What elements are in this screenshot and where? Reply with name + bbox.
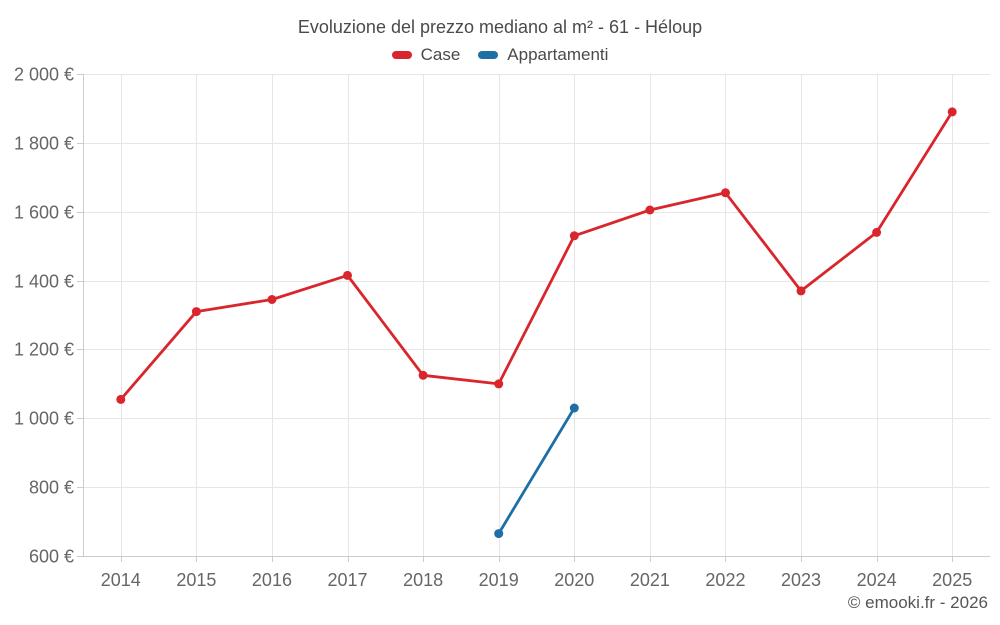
data-point-appartamenti-2020[interactable] — [569, 403, 579, 413]
data-point-case-2018[interactable] — [418, 370, 428, 380]
x-axis-label: 2015 — [176, 570, 216, 590]
legend: Case Appartamenti — [0, 45, 1000, 65]
legend-swatch-appartamenti — [478, 51, 499, 59]
data-point-case-2022[interactable] — [721, 188, 730, 198]
data-point-case-2017[interactable] — [343, 270, 352, 280]
x-axis-label: 2025 — [932, 570, 972, 590]
legend-item-case[interactable]: Case — [391, 45, 461, 65]
y-axis-label: 2 000 € — [14, 64, 74, 84]
x-axis-label: 2021 — [630, 570, 670, 590]
data-point-case-2015[interactable] — [191, 307, 201, 317]
legend-swatch-case — [391, 51, 412, 59]
legend-label-case: Case — [420, 45, 461, 64]
data-point-case-2016[interactable] — [267, 295, 277, 304]
legend-label-appartamenti: Appartamenti — [507, 45, 609, 64]
data-point-case-2023[interactable] — [796, 286, 806, 296]
legend-item-appartamenti[interactable]: Appartamenti — [478, 45, 608, 65]
x-axis-label: 2017 — [328, 570, 368, 590]
data-point-appartamenti-2019[interactable] — [494, 529, 504, 539]
data-point-case-2019[interactable] — [494, 379, 504, 389]
series-line-appartamenti — [497, 406, 576, 535]
y-axis-label: 1 200 € — [14, 339, 74, 359]
y-axis-label: 1 000 € — [14, 408, 74, 428]
y-axis-label: 1 400 € — [14, 271, 74, 291]
series-line-case — [119, 110, 954, 401]
x-axis-label: 2014 — [101, 570, 141, 590]
data-point-case-2014[interactable] — [116, 394, 126, 404]
copyright-text: © emooki.fr - 2026 — [847, 593, 988, 612]
x-axis-label: 2018 — [403, 570, 443, 590]
x-axis-label: 2022 — [705, 570, 745, 590]
data-point-case-2025[interactable] — [947, 107, 957, 117]
y-axis-label: 800 € — [29, 477, 74, 497]
data-point-case-2020[interactable] — [569, 231, 579, 241]
data-point-case-2021[interactable] — [645, 205, 655, 215]
x-axis-label: 2024 — [857, 570, 897, 590]
y-axis-label: 600 € — [29, 546, 74, 566]
x-axis-label: 2019 — [479, 570, 519, 590]
y-axis-label: 1 600 € — [14, 202, 74, 222]
x-axis-label: 2016 — [252, 570, 292, 590]
x-axis-label: 2020 — [554, 570, 594, 590]
x-axis-label: 2023 — [781, 570, 821, 590]
chart-title: Evoluzione del prezzo mediano al m² - 61… — [297, 17, 703, 37]
y-axis-label: 1 800 € — [14, 133, 74, 153]
data-point-case-2024[interactable] — [872, 227, 882, 237]
